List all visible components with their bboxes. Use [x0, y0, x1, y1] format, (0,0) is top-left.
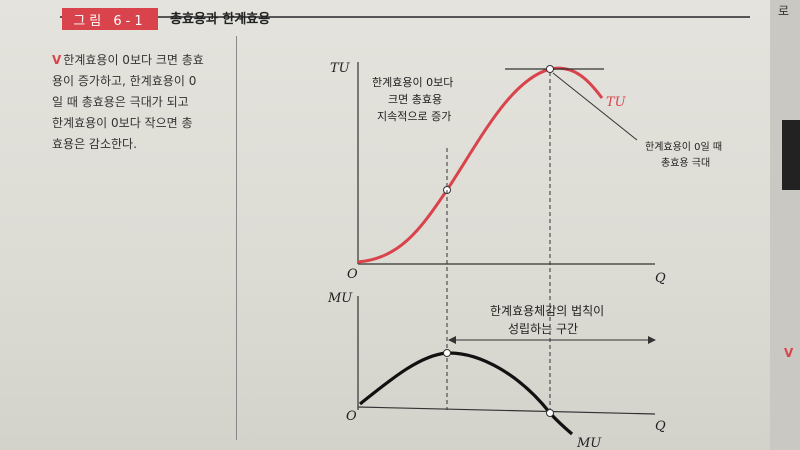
tu-annotation-line: 크면 총효용 — [388, 93, 442, 106]
side-note-line: 효용은 감소한다. — [52, 137, 137, 151]
tu-mu-figure: TU Q O TU 한계효용이 0보다 크면 총효용 지속적으로 증가 한계효용… — [327, 61, 722, 450]
tu-y-label: TU — [330, 61, 351, 76]
next-page-block — [782, 120, 800, 190]
mu-origin-label: O — [346, 409, 357, 424]
side-note-line: 일 때 총효용은 극대가 되고 — [52, 95, 189, 109]
tu-max-leader — [552, 72, 638, 141]
tu-max-annotation-line: 총효용 극대 — [661, 157, 710, 169]
side-note-line: 용이 증가하고, 한계효용이 0 — [52, 74, 197, 88]
textbook-page: 그림 6-1 총효용과 한계효용 V 한계효용이 0보다 크면 총효 용이 증가하… — [0, 0, 770, 450]
check-mark-icon: V — [52, 53, 62, 67]
tu-curve — [357, 66, 604, 264]
next-page-mark: V — [784, 346, 794, 360]
mu-x-axis — [357, 406, 656, 415]
mu-peak-point — [443, 349, 451, 357]
header-rule — [60, 16, 750, 18]
next-page-edge — [770, 0, 800, 450]
tu-max-annotation-line: 한계효용이 0일 때 — [645, 141, 722, 153]
arrow-right-icon — [648, 336, 656, 344]
mu-annotation-line: 한계효용체감의 법칙이 — [490, 304, 604, 318]
column-divider — [236, 36, 237, 440]
mu-annotation-line: 성립하는 구간 — [508, 322, 578, 336]
side-note-line: 한계효용이 0보다 크면 총효 — [63, 53, 204, 67]
arrow-left-icon — [448, 336, 456, 344]
mu-curve — [359, 351, 574, 436]
mu-y-label: MU — [327, 291, 353, 306]
next-page-text: 로 — [778, 4, 790, 18]
mu-series-label: MU — [576, 436, 602, 450]
tu-max-point — [546, 65, 554, 73]
mu-x-label: Q — [655, 419, 666, 434]
figure-title: 총효용과 한계효용 — [170, 12, 271, 27]
mu-zero-point — [546, 409, 554, 417]
tu-annotation-line: 한계효용이 0보다 — [372, 76, 453, 89]
tu-annotation-line: 지속적으로 증가 — [377, 110, 451, 123]
tu-x-label: Q — [655, 271, 666, 286]
tu-origin-label: O — [347, 267, 358, 282]
tu-series-label: TU — [606, 95, 627, 110]
side-note-line: 한계효용이 0보다 작으면 총 — [52, 116, 193, 130]
side-note: V 한계효용이 0보다 크면 총효 용이 증가하고, 한계효용이 0 일 때 총효… — [52, 50, 230, 155]
figure-label: 그림 6-1 — [62, 8, 158, 30]
